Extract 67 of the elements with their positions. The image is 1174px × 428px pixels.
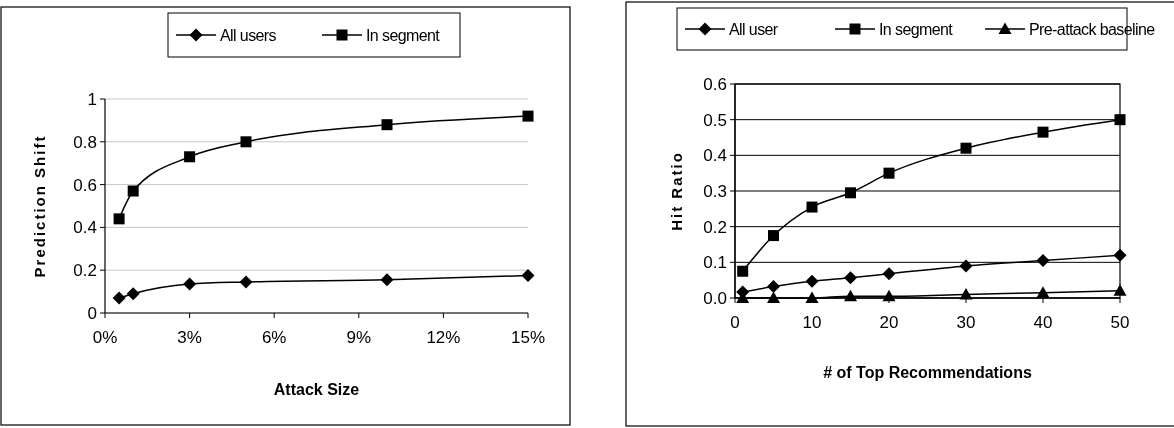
y-tick-label: 0.5 (703, 110, 727, 130)
point (844, 289, 857, 302)
x-tick-label: 50 (1110, 313, 1130, 332)
point (1113, 284, 1127, 296)
point (127, 185, 139, 197)
point (1036, 254, 1050, 268)
legend-label: All users (220, 26, 277, 44)
x-tick-label: 10 (802, 313, 822, 332)
y-tick-label: 0.3 (703, 181, 727, 201)
point (239, 275, 253, 289)
x-tick-label: 3% (177, 328, 202, 347)
x-tick-label: 0% (92, 328, 118, 347)
point (768, 230, 779, 242)
point (183, 277, 197, 291)
point (126, 287, 140, 301)
point (521, 269, 535, 283)
y-tick-label: 0.4 (703, 146, 727, 166)
x-axis-title: Attack Size (273, 381, 360, 398)
y-tick-label: 0.4 (73, 218, 97, 238)
point (112, 291, 126, 305)
point (882, 289, 896, 302)
x-tick-label: 12% (426, 328, 461, 347)
y-tick-label: 0.8 (73, 132, 97, 152)
legend-label: All user (729, 20, 779, 38)
point (959, 287, 973, 300)
point (882, 267, 896, 281)
x-tick-label: 20 (879, 313, 899, 332)
y-axis-title: Prediction Shift (31, 134, 48, 278)
x-axis-title: # of Top Recommendations (823, 364, 1032, 381)
point (522, 110, 534, 122)
y-tick-label: 0.2 (73, 261, 97, 281)
point (1037, 126, 1049, 138)
point (959, 259, 973, 273)
y-tick-label: 0.2 (703, 217, 727, 237)
point (240, 136, 252, 148)
point (1036, 286, 1050, 298)
point (883, 167, 895, 179)
y-axis-title: Hit Ratio (668, 151, 685, 231)
x-tick-label: 40 (1033, 313, 1053, 332)
point (806, 201, 818, 213)
point (767, 280, 780, 294)
legend-label: Pre-attack baseline (1029, 20, 1156, 38)
point (805, 274, 819, 288)
point (381, 119, 393, 131)
point (805, 291, 819, 303)
y-tick-label: 0.6 (703, 74, 727, 94)
x-tick-label: 0 (730, 313, 740, 332)
point (380, 273, 394, 287)
legend-label: In segment (366, 26, 441, 44)
y-tick-label: 0.6 (73, 175, 97, 195)
point (767, 291, 780, 303)
y-tick-label: 0.1 (703, 253, 727, 273)
point (845, 187, 856, 199)
x-tick-label: 9% (346, 328, 372, 347)
point (844, 271, 857, 285)
x-tick-label: 30 (956, 313, 976, 332)
x-tick-label: 15% (510, 328, 546, 347)
point (737, 265, 749, 277)
legend-label: In segment (879, 20, 954, 38)
point (1113, 248, 1127, 262)
y-tick-label: 0.0 (703, 288, 727, 308)
point (1114, 114, 1126, 126)
x-tick-label: 6% (261, 328, 287, 347)
point (184, 151, 196, 163)
y-tick-label: 1 (87, 89, 97, 109)
point (113, 213, 125, 225)
point (960, 142, 972, 154)
